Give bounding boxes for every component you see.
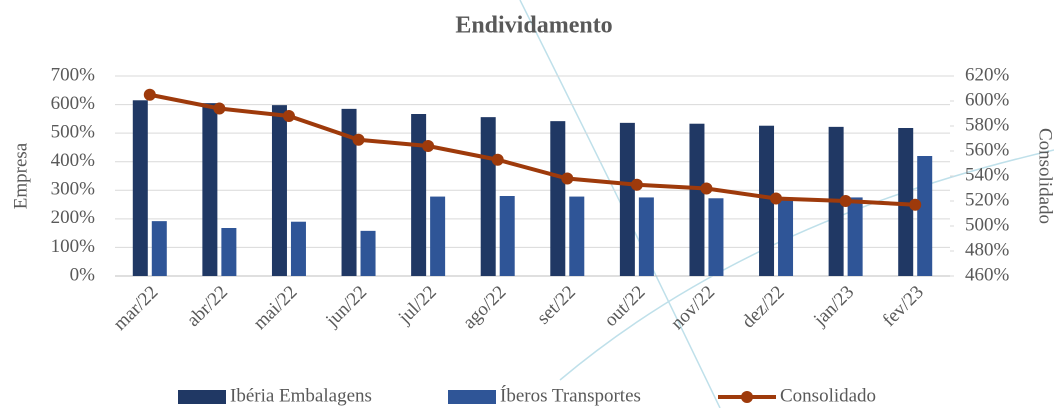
legend-label: Íberos Transportes: [500, 384, 641, 406]
bar: [151, 221, 167, 276]
legend-swatch: [448, 390, 496, 404]
y-tick-label: 300%: [51, 179, 96, 200]
y-tick-label: 400%: [51, 150, 96, 171]
y2-tick-label: 480%: [965, 239, 1010, 260]
bar: [569, 196, 585, 276]
line-marker: [909, 198, 922, 211]
line-marker: [700, 182, 713, 195]
y-tick-label: 500%: [51, 122, 96, 143]
y-tick-label: 100%: [51, 236, 96, 257]
bar: [778, 197, 794, 276]
line-marker: [422, 140, 435, 152]
y-tick-label: 0%: [70, 264, 96, 285]
bar: [132, 100, 148, 277]
bar: [290, 221, 306, 276]
y2-tick-label: 500%: [965, 214, 1010, 235]
x-tick-label: fev/23: [879, 282, 928, 331]
y-tick-label: 700%: [51, 64, 96, 85]
x-tick-label: mai/22: [249, 282, 301, 334]
legend-swatch: [741, 391, 753, 403]
y2-tick-label: 620%: [965, 64, 1010, 85]
bar: [550, 121, 566, 277]
legend-label: Ibéria Embalagens: [230, 385, 372, 406]
x-tick-label: abr/22: [183, 282, 232, 331]
line-marker: [143, 88, 156, 101]
chart-title: Endividamento: [455, 13, 612, 39]
y2-tick-label: 460%: [965, 264, 1010, 285]
bar: [430, 196, 446, 276]
x-tick-label: nov/22: [667, 282, 719, 334]
x-tick-label: jul/22: [394, 282, 441, 329]
bar: [480, 117, 496, 277]
x-tick-label: out/22: [600, 282, 649, 331]
bar: [708, 198, 724, 276]
line-marker: [282, 110, 295, 122]
legend-swatch: [178, 390, 226, 404]
bar: [202, 103, 218, 277]
bar: [499, 196, 515, 276]
bar: [341, 108, 357, 276]
x-tick-label: mar/22: [109, 282, 162, 335]
line-marker: [561, 172, 574, 185]
bar: [689, 123, 705, 276]
y2-tick-label: 560%: [965, 139, 1010, 160]
x-tick-label: jan/23: [809, 282, 858, 331]
bar: [360, 230, 376, 276]
bar: [759, 125, 775, 276]
y2-tick-label: 540%: [965, 164, 1010, 185]
y2-tick-label: 520%: [965, 189, 1010, 210]
x-tick-label: set/22: [533, 282, 580, 329]
y-tick-label: 600%: [51, 93, 96, 114]
y2-tick-label: 600%: [965, 89, 1010, 110]
line-marker: [770, 192, 783, 205]
x-tick-label: jun/22: [321, 282, 371, 332]
y-tick-label: 200%: [51, 207, 96, 228]
line-marker: [491, 153, 504, 166]
legend-label: Consolidado: [780, 385, 876, 406]
bar: [619, 122, 635, 276]
x-tick-label: dez/22: [738, 282, 789, 333]
line-marker: [213, 102, 226, 115]
bar: [847, 197, 863, 276]
x-tick-label: ago/22: [459, 282, 510, 333]
y-axis-title: Empresa: [10, 142, 31, 209]
line-marker: [839, 195, 852, 207]
y2-axis-title: Consolidado: [1035, 128, 1054, 224]
bar: [917, 156, 933, 276]
bar: [898, 128, 914, 276]
bar: [638, 197, 654, 276]
bar: [411, 114, 427, 276]
line-marker: [630, 178, 643, 191]
bar: [271, 105, 287, 277]
y2-tick-label: 580%: [965, 114, 1010, 135]
bar: [221, 228, 237, 276]
line: [149, 92, 916, 207]
line-marker: [352, 133, 365, 146]
